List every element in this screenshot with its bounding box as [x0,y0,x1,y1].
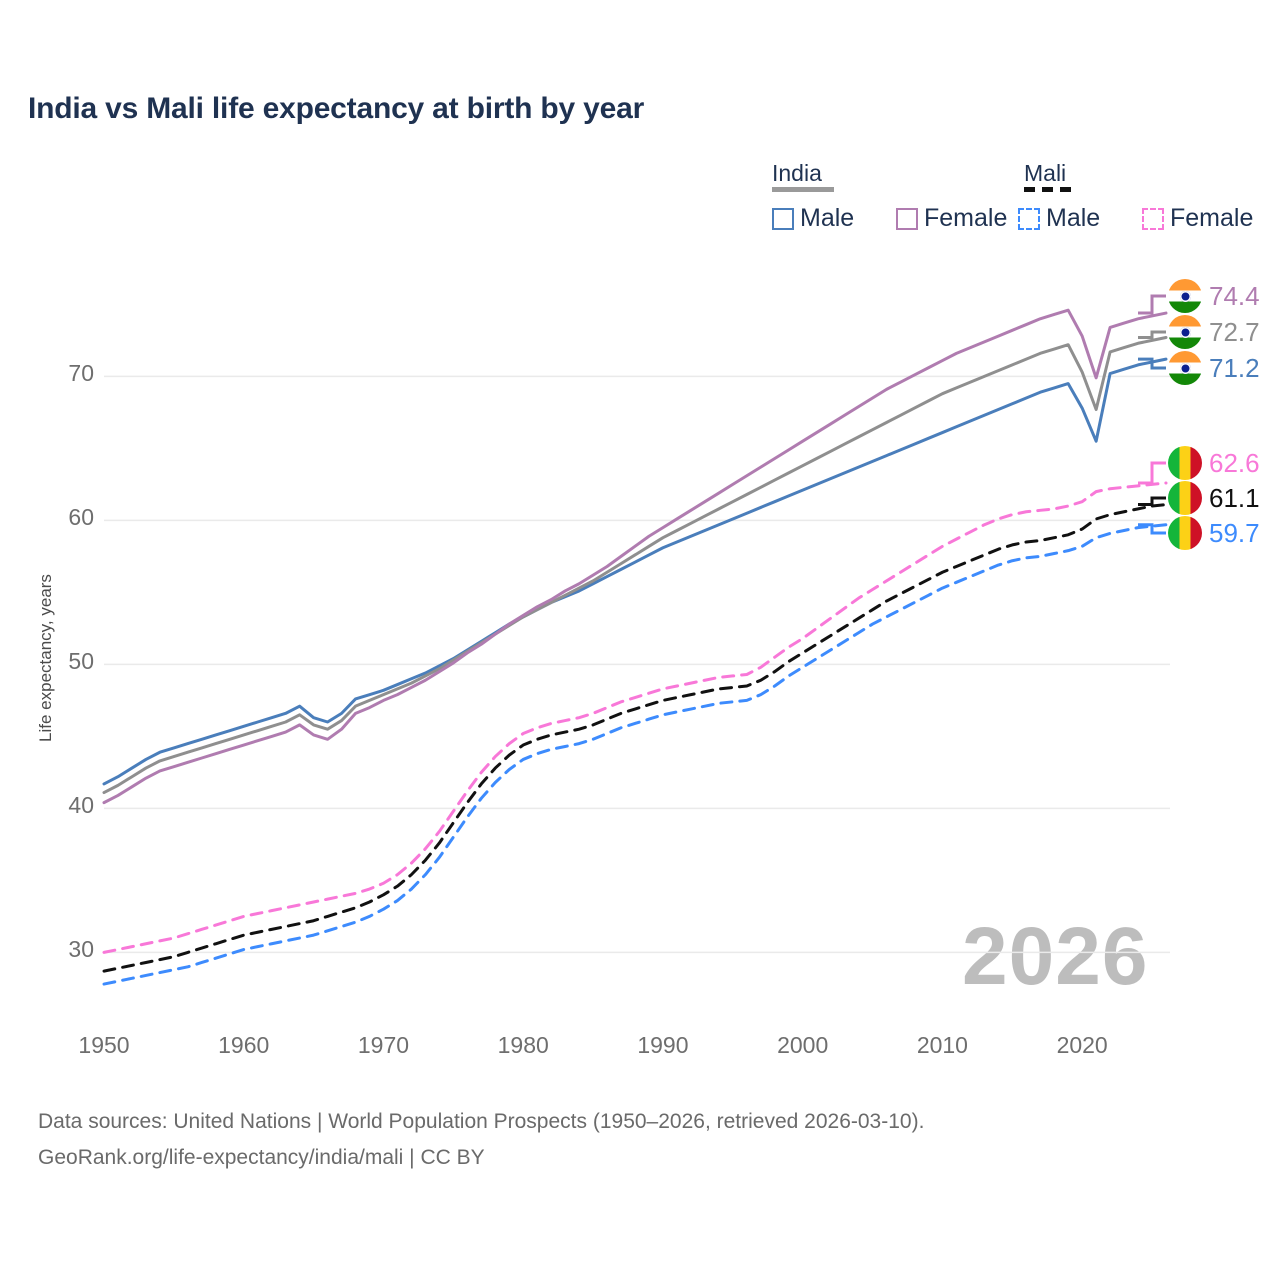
end-label-mali-female: 62.6 [1168,446,1260,480]
footer-credits: Data sources: United Nations | World Pop… [38,1104,924,1176]
legend-group-india: India [772,160,834,192]
x-axis-tick-label: 2020 [1056,1032,1108,1058]
x-axis-tick-label: 1960 [218,1032,270,1058]
legend-item-label: Male [800,204,855,232]
end-label-mali-male: 59.7 [1168,516,1260,550]
x-axis-tick-label: 1950 [78,1032,130,1058]
y-axis-tick-label: 50 [68,648,94,675]
india-flag-icon [1168,351,1202,385]
y-axis-tick-label: 70 [68,360,94,387]
x-axis-tick-label: 1970 [357,1032,410,1058]
series-end-leader [1138,357,1166,370]
x-axis-tick-label: 1980 [497,1032,549,1058]
series-line-india-total [102,336,1168,795]
legend-item-label: Male [1046,204,1101,232]
end-label-value: 59.7 [1209,517,1260,548]
legend-swatch-icon [1142,207,1164,230]
legend-swatch-icon [1018,207,1040,230]
y-axis-tick-label: 40 [68,792,94,819]
footer-line-sources: Data sources: United Nations | World Pop… [38,1110,925,1133]
series-end-leader [1138,330,1166,340]
end-label-value: 61.1 [1209,482,1260,513]
series-line-mali-female [102,481,1168,954]
series-line-india-female [102,308,1168,805]
legend-group-india-label: India [772,160,822,186]
series-end-leader [1138,496,1166,507]
legend-item-india-female[interactable]: Female [896,204,1007,233]
series-end-leader [1138,461,1166,485]
y-axis-tick-label: 30 [68,936,94,963]
series-line-india-male [102,357,1168,786]
series-end-leader [1138,294,1166,315]
india-flag-icon [1168,315,1202,349]
page-title: India vs Mali life expectancy at birth b… [28,92,645,125]
end-label-india-male: 71.2 [1168,351,1260,385]
legend-item-india-male[interactable]: Male [772,204,854,233]
end-label-india-total: 72.7 [1168,315,1260,349]
legend-group-mali-label: Mali [1024,160,1067,186]
legend-swatch-icon [772,207,794,230]
end-label-value: 62.6 [1209,447,1260,478]
series-line-mali-male [102,523,1168,986]
end-label-value: 74.4 [1209,280,1260,311]
chart-legend: India Mali Male Female Male Female [760,160,1255,240]
series-line-mali-total [102,503,1168,973]
x-axis-tick-label: 2010 [916,1032,968,1058]
legend-item-mali-male[interactable]: Male [1018,204,1100,233]
y-axis-tick-label: 60 [68,504,94,531]
legend-group-mali: Mali [1024,160,1074,192]
legend-group-mali-rule [1024,187,1074,192]
x-axis-tick-label: 2000 [777,1032,829,1058]
mali-flag-icon [1168,481,1202,515]
x-axis-tick-label: 1990 [637,1032,689,1058]
end-label-india-female: 74.4 [1168,279,1260,313]
legend-item-label: Female [924,204,1008,232]
mali-flag-icon [1168,516,1202,550]
end-label-mali-total: 61.1 [1168,481,1260,515]
footer-line-url: GeoRank.org/life-expectancy/india/mali |… [38,1146,485,1169]
legend-item-mali-female[interactable]: Female [1142,204,1253,233]
end-label-value: 71.2 [1209,352,1260,383]
year-watermark: 2026 [962,911,1149,1002]
legend-item-label: Female [1170,204,1254,232]
legend-swatch-icon [896,207,918,230]
end-label-value: 72.7 [1209,316,1260,347]
series-end-leader [1138,523,1166,535]
india-flag-icon [1168,279,1202,313]
mali-flag-icon [1168,446,1202,480]
legend-group-india-rule [772,187,834,192]
